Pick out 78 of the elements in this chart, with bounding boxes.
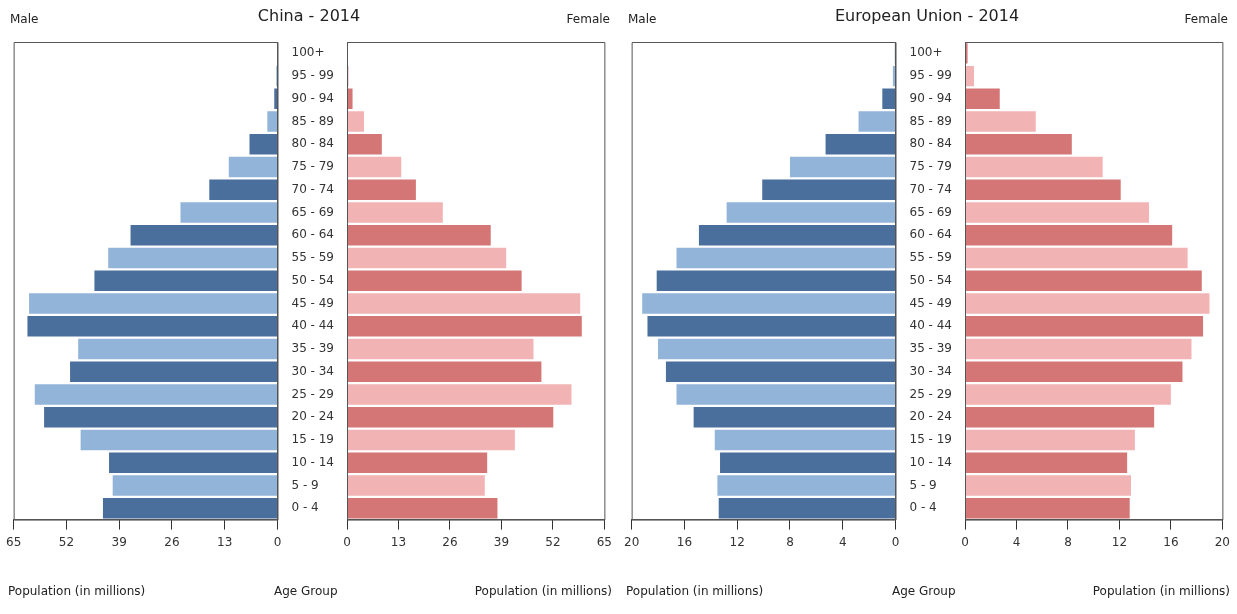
x-axis-title: Population (in millions): [8, 584, 146, 598]
x-tick-label: 52: [58, 534, 75, 549]
y-tick-label: 10 - 14: [291, 454, 334, 469]
y-tick-label: 0 - 4: [909, 500, 937, 515]
x-tick-label: 20: [623, 534, 640, 549]
x-axis-title: Population (in millions): [626, 584, 764, 598]
y-tick-label: 100+: [909, 45, 943, 60]
y-tick-label: 55 - 59: [291, 250, 334, 265]
y-tick-label: 30 - 34: [291, 363, 334, 378]
y-tick-label: 75 - 79: [291, 159, 334, 174]
text: Male: [628, 12, 657, 26]
y-tick-label: 85 - 89: [291, 113, 334, 128]
y-tick-label: 40 - 44: [909, 318, 952, 333]
y-tick-label: 30 - 34: [909, 363, 952, 378]
y-tick-label: 25 - 29: [909, 386, 952, 401]
y-tick-label: 45 - 49: [291, 295, 334, 310]
x-tick-label: 0: [343, 534, 351, 549]
x-tick-label: 13: [217, 534, 233, 549]
x-tick-label: 20: [1214, 534, 1231, 549]
y-axis-title: Age Group: [892, 584, 956, 598]
text: Female: [1184, 12, 1228, 26]
x-tick-label: 8: [786, 534, 794, 549]
x-tick-label: 26: [442, 534, 458, 549]
x-axis-title: Population (in millions): [474, 584, 612, 598]
y-tick-label: 70 - 74: [291, 181, 334, 196]
y-tick-label: 15 - 19: [909, 432, 952, 447]
y-tick-label: 90 - 94: [291, 90, 334, 105]
y-axis-title: Age Group: [274, 584, 338, 598]
x-tick-label: 4: [838, 534, 847, 549]
y-tick-label: 5 - 9: [909, 477, 937, 492]
y-tick-label: 75 - 79: [909, 159, 952, 174]
y-tick-label: 95 - 99: [909, 68, 952, 83]
y-tick-label: 50 - 54: [909, 272, 952, 287]
y-tick-label: 10 - 14: [909, 454, 952, 469]
y-tick-label: 25 - 29: [291, 386, 334, 401]
x-tick-label: 26: [164, 534, 180, 549]
x-tick-label: 0: [891, 534, 900, 549]
y-tick-label: 100+: [291, 45, 325, 60]
y-tick-label: 20 - 24: [291, 409, 334, 424]
x-tick-label: 12: [729, 534, 745, 549]
text: Female: [566, 12, 610, 26]
y-tick-label: 5 - 9: [291, 477, 319, 492]
x-axis-title: Population (in millions): [1092, 584, 1230, 598]
y-tick-label: 35 - 39: [909, 341, 952, 356]
y-tick-label: 40 - 44: [291, 318, 334, 333]
x-tick-label: 12: [1111, 534, 1128, 549]
y-tick-label: 95 - 99: [291, 68, 334, 83]
chart-title: European Union - 2014: [834, 6, 1020, 25]
y-tick-label: 55 - 59: [909, 250, 952, 265]
text: Male: [10, 12, 39, 26]
y-tick-label: 65 - 69: [909, 204, 952, 219]
x-tick-label: 39: [493, 534, 510, 549]
x-tick-label: 8: [1064, 534, 1072, 549]
y-tick-label: 60 - 64: [291, 227, 334, 242]
x-tick-label: 13: [390, 534, 407, 549]
x-tick-label: 65: [596, 534, 613, 549]
chart-title: China - 2014: [257, 6, 361, 25]
x-tick-label: 4: [1012, 534, 1021, 549]
y-tick-label: 90 - 94: [909, 90, 952, 105]
x-tick-label: 39: [111, 534, 127, 549]
y-tick-label: 60 - 64: [909, 227, 952, 242]
x-tick-label: 16: [676, 534, 693, 549]
x-tick-label: 65: [5, 534, 22, 549]
x-tick-label: 0: [961, 534, 969, 549]
y-tick-label: 35 - 39: [291, 341, 334, 356]
y-tick-label: 0 - 4: [291, 500, 319, 515]
x-tick-label: 16: [1163, 534, 1179, 549]
y-tick-label: 70 - 74: [909, 181, 952, 196]
y-tick-label: 15 - 19: [291, 432, 334, 447]
x-tick-label: 52: [545, 534, 561, 549]
y-tick-label: 65 - 69: [291, 204, 334, 219]
y-tick-label: 80 - 84: [909, 136, 952, 151]
y-tick-label: 50 - 54: [291, 272, 334, 287]
x-tick-label: 0: [273, 534, 282, 549]
y-tick-label: 20 - 24: [909, 409, 952, 424]
y-tick-label: 45 - 49: [909, 295, 952, 310]
y-tick-label: 80 - 84: [291, 136, 334, 151]
y-tick-label: 85 - 89: [909, 113, 952, 128]
